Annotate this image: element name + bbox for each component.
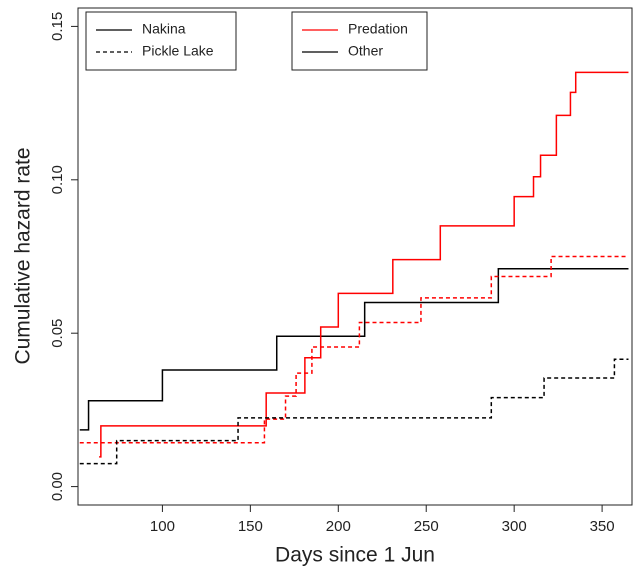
y-tick-label: 0.10 (49, 165, 66, 194)
x-tick-label: 200 (326, 518, 351, 535)
y-tick-label: 0.05 (49, 319, 66, 348)
legend-label: Other (348, 43, 383, 59)
plot-frame (77, 7, 633, 506)
legend-label: Pickle Lake (142, 43, 214, 59)
y-axis-title: Cumulative hazard rate (12, 147, 35, 364)
legend-label: Nakina (142, 21, 186, 37)
x-tick-label: 300 (502, 518, 527, 535)
x-tick-label: 150 (238, 518, 263, 535)
legend-box (291, 11, 428, 71)
step-line (79, 268, 629, 431)
x-tick-label: 100 (150, 518, 175, 535)
step-line (99, 71, 629, 458)
x-axis-title: Days since 1 Jun (275, 544, 435, 567)
legend-label: Predation (348, 21, 408, 37)
y-tick-label: 0.00 (49, 472, 66, 501)
legend-box (85, 11, 237, 71)
step-line (79, 255, 629, 444)
step-line (79, 358, 629, 465)
x-tick-label: 250 (414, 518, 439, 535)
y-tick-label: 0.15 (49, 12, 66, 41)
x-tick-label: 350 (590, 518, 615, 535)
